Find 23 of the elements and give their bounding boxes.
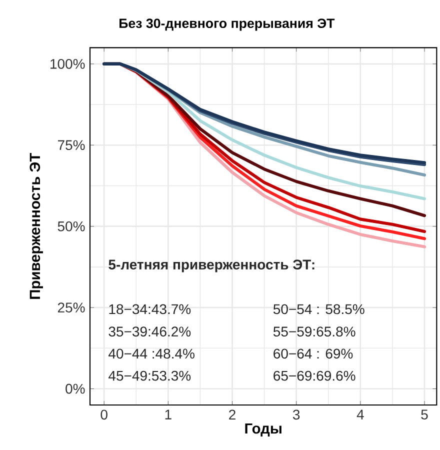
annotation: 55−59:65.8% (273, 326, 356, 337)
annotation: 35−39:46.2% (108, 326, 191, 337)
x-tick-label: 1 (165, 410, 172, 420)
y-tick-label: 50% (58, 221, 85, 232)
x-tick-label: 2 (229, 410, 236, 420)
y-axis-title: Приверженность ЭТ (30, 153, 43, 299)
annotation: 18−34:43.7% (109, 304, 191, 314)
x-tick-label: 5 (421, 410, 428, 420)
chart-title: Без 30-дневного прерывания ЭТ (120, 18, 335, 31)
annotation: 45−49:53.3% (108, 370, 191, 381)
x-tick-label: 4 (356, 410, 364, 420)
y-tick-label: 0% (66, 384, 85, 394)
x-tick-label: 3 (292, 410, 300, 420)
y-tick-label: 25% (58, 302, 85, 313)
x-axis-title: Годы (245, 423, 282, 436)
x-tick-label: 0 (100, 410, 108, 420)
annotation: 40−44 :48.4% (108, 348, 194, 359)
annotation: 60−64 : 69% (274, 348, 353, 359)
annotation: 5-летняя приверженность ЭТ: (108, 260, 314, 272)
y-tick-label: 100% (50, 58, 85, 69)
annotation: 50−54 : 58.5% (273, 304, 364, 314)
y-tick-label: 75% (58, 140, 85, 150)
annotation: 65−69:69.6% (274, 370, 356, 381)
